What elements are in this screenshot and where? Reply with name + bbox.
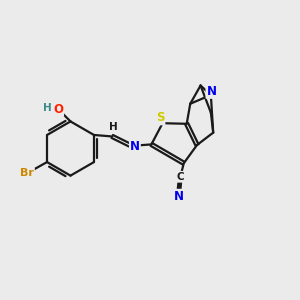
Text: H: H bbox=[43, 103, 51, 112]
Text: N: N bbox=[206, 85, 216, 98]
Text: N: N bbox=[174, 190, 184, 203]
Text: N: N bbox=[130, 140, 140, 153]
Text: H: H bbox=[109, 122, 118, 132]
Text: C: C bbox=[176, 172, 184, 182]
Text: S: S bbox=[156, 111, 164, 124]
Text: O: O bbox=[53, 103, 63, 116]
Text: Br: Br bbox=[20, 168, 34, 178]
